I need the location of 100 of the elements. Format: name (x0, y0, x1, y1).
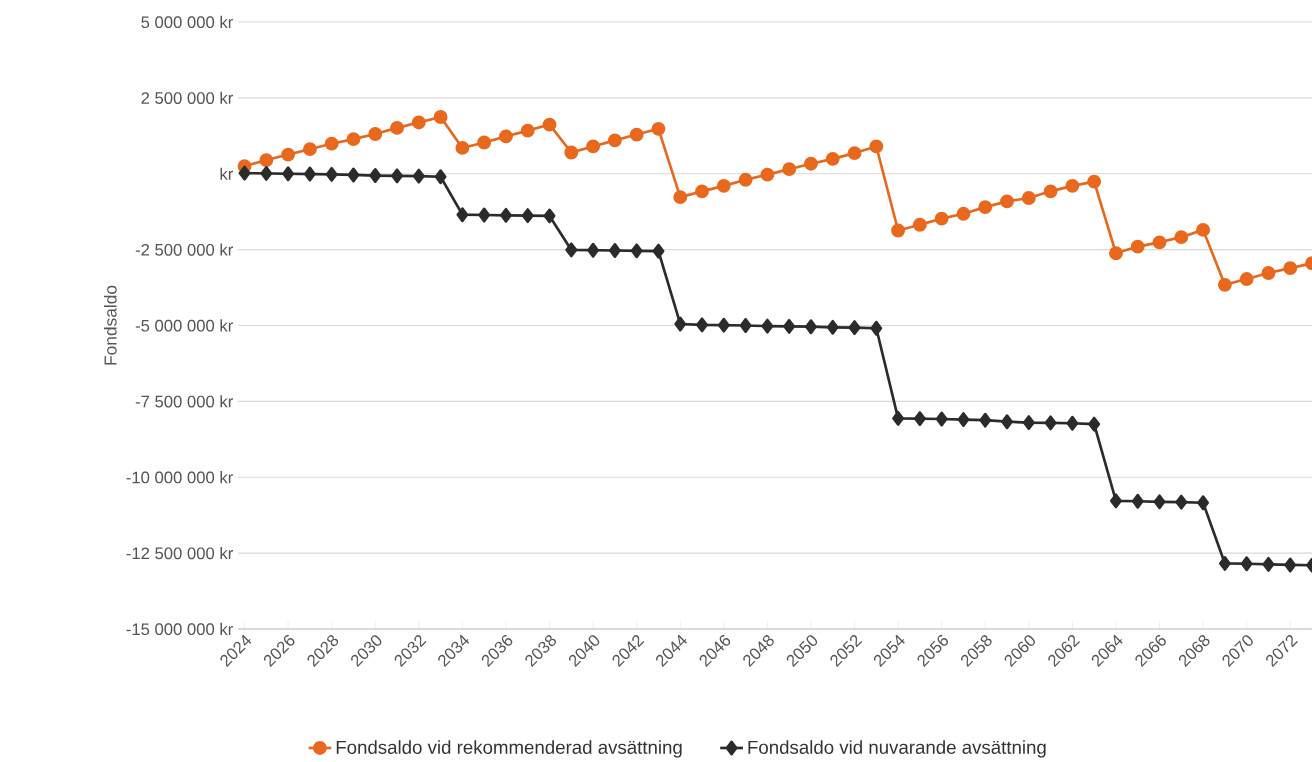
point (630, 243, 643, 259)
point (1109, 246, 1123, 261)
point (1262, 556, 1275, 572)
point (1197, 495, 1210, 511)
point (565, 242, 578, 258)
point (324, 136, 339, 151)
point (543, 208, 556, 224)
point (1218, 555, 1231, 571)
point (346, 132, 361, 147)
y-axis-title: Fondsaldo (103, 285, 117, 365)
point (1283, 261, 1298, 276)
point (891, 223, 906, 238)
point (1240, 556, 1253, 572)
point (1175, 494, 1188, 510)
point (542, 117, 557, 132)
y-tick-label: -10 000 000 kr (126, 471, 233, 484)
point (477, 135, 492, 150)
point (1131, 493, 1144, 509)
point (499, 129, 513, 144)
point (500, 207, 512, 223)
point (1196, 222, 1211, 237)
point (870, 320, 883, 336)
point (368, 127, 383, 141)
point (696, 317, 708, 333)
y-tick-label: -15 000 000 kr (126, 622, 233, 636)
point (1066, 415, 1079, 431)
point (739, 318, 752, 333)
point (651, 121, 666, 136)
point (1284, 557, 1297, 573)
point (1065, 178, 1080, 193)
point (1153, 494, 1166, 510)
point (804, 156, 818, 171)
y-tick-label: -2 500 000 kr (135, 243, 233, 256)
point (434, 169, 447, 185)
point (260, 165, 273, 181)
point (1152, 235, 1167, 250)
point (411, 115, 426, 130)
point (259, 153, 274, 168)
point (1000, 194, 1014, 209)
point (674, 316, 687, 332)
point (716, 178, 731, 193)
point (847, 146, 862, 161)
point (303, 166, 316, 182)
point (761, 318, 774, 334)
point (912, 217, 927, 232)
point (695, 184, 709, 199)
point (281, 147, 296, 162)
point (760, 167, 775, 182)
point (238, 165, 251, 181)
point (325, 166, 338, 182)
point (390, 120, 404, 135)
point (456, 207, 469, 223)
point (455, 141, 470, 155)
point (1043, 184, 1058, 199)
point (782, 162, 797, 177)
y-tick-label: 5 000 000 kr (141, 15, 233, 29)
legend-label: Fondsaldo vid nuvarande avsättning (748, 740, 1046, 758)
point (1001, 414, 1013, 430)
y-tick-label: 2 500 000 kr (141, 91, 233, 104)
point (1110, 493, 1122, 509)
point (391, 168, 403, 184)
point (1130, 239, 1145, 254)
point (1087, 174, 1102, 189)
y-tick-label: -12 500 000 kr (126, 546, 233, 560)
point (934, 211, 949, 226)
point (717, 317, 730, 333)
point (783, 318, 796, 334)
point (587, 242, 600, 258)
point (608, 243, 621, 258)
point (913, 411, 926, 427)
point (478, 207, 491, 223)
point (1022, 415, 1035, 431)
point (433, 110, 448, 124)
point (1174, 230, 1189, 245)
point (652, 243, 665, 259)
point (521, 208, 534, 224)
point (347, 167, 360, 183)
point (935, 411, 948, 427)
point (869, 139, 884, 154)
point (1261, 266, 1276, 280)
point (673, 190, 688, 205)
point (826, 319, 839, 335)
y-tick-label: kr (220, 167, 234, 180)
point (586, 139, 601, 154)
point (607, 133, 622, 148)
point (302, 142, 317, 157)
point (848, 320, 861, 336)
point (629, 127, 644, 142)
point (1217, 277, 1232, 292)
point (282, 166, 295, 182)
point (1239, 272, 1254, 286)
y-tick-label: -5 000 000 kr (135, 319, 233, 332)
point (1088, 416, 1101, 432)
point (957, 412, 970, 428)
legend-label: Fondsaldo vid rekommenderad avsättning (336, 740, 682, 758)
point (825, 151, 840, 166)
point (564, 145, 579, 160)
point (412, 168, 425, 184)
point (978, 200, 993, 215)
point (805, 319, 817, 335)
